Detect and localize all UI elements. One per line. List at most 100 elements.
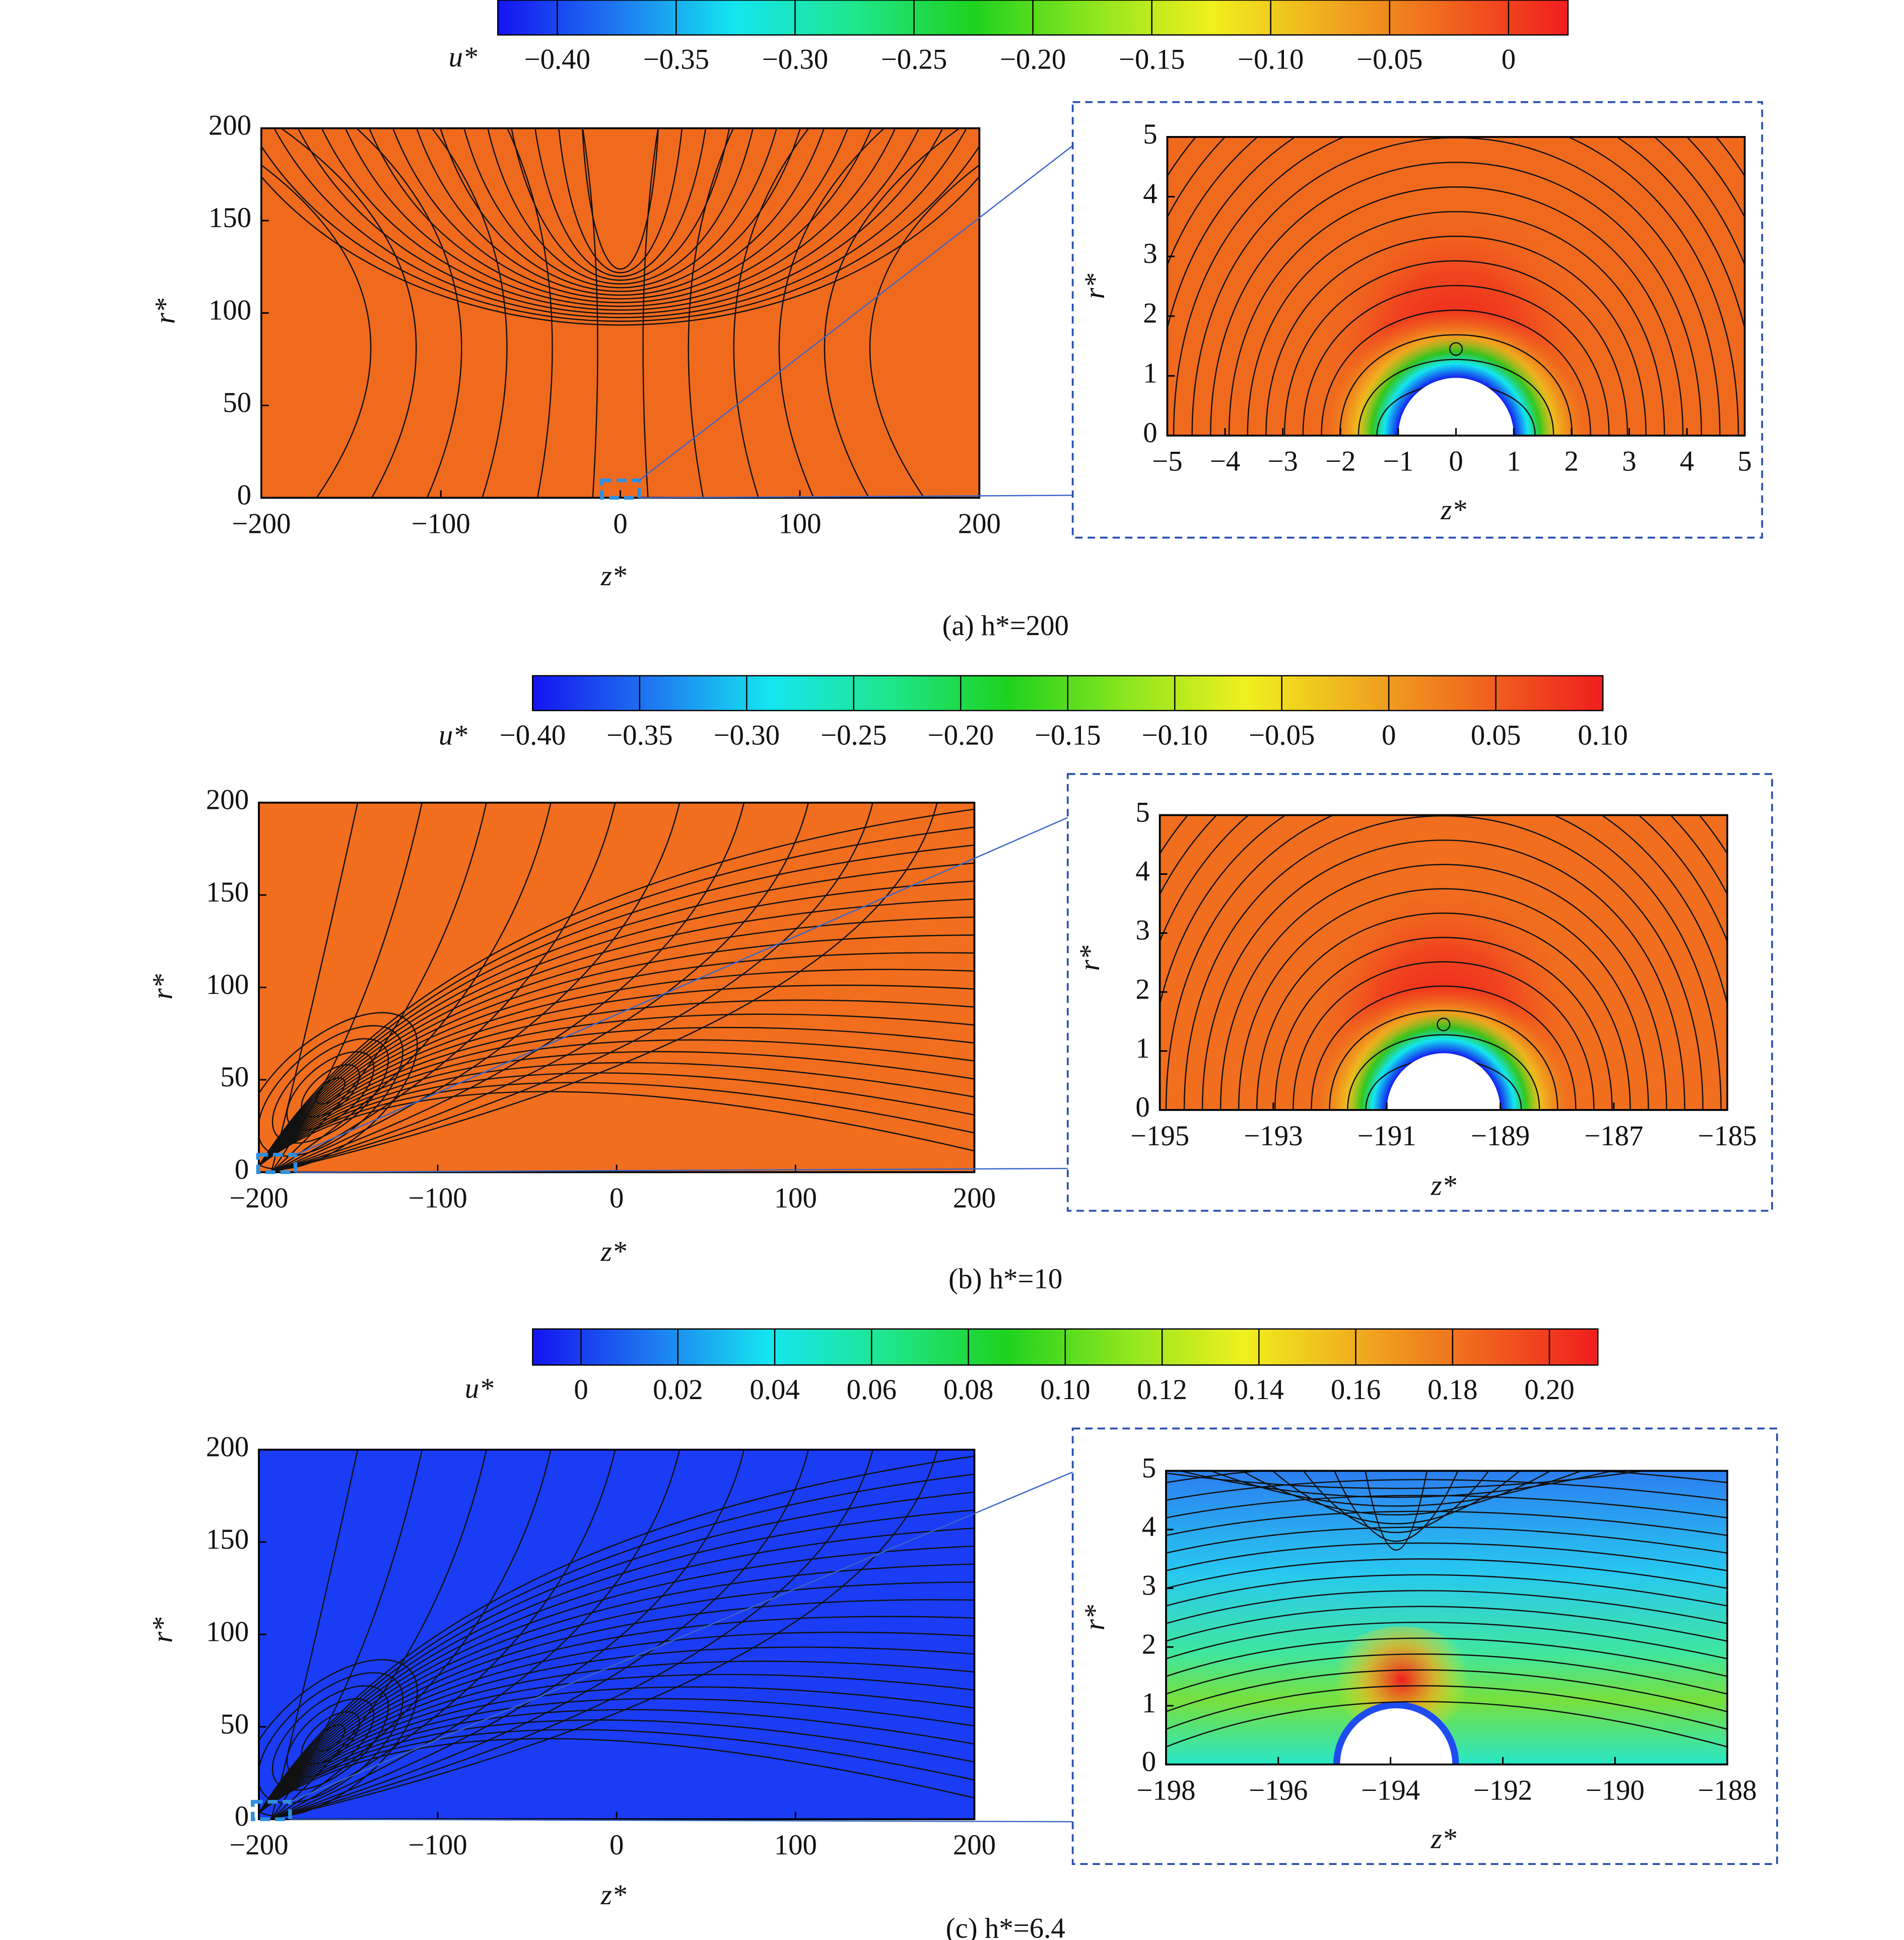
inset-streamline (1437, 1017, 1451, 1031)
colorbar-tick-label: −0.25 (821, 719, 887, 751)
streamline (271, 802, 616, 1172)
streamline (258, 1039, 975, 1166)
inset-streamline (1256, 913, 1631, 1110)
main-x-tick-label: 100 (778, 508, 821, 539)
main-x-tick-label: 200 (953, 1182, 996, 1214)
streamline (286, 1051, 375, 1131)
streamline (778, 128, 886, 498)
streamline (258, 1631, 975, 1814)
connector (295, 817, 1068, 1156)
streamline (270, 802, 423, 1172)
inset-y-tick-label: 4 (1135, 856, 1149, 887)
main-x-tick-label: 200 (958, 508, 1001, 539)
streamline (463, 128, 777, 289)
inset-streamline (1180, 1471, 1613, 1498)
colorbar-label: u* (439, 719, 467, 751)
streamline (368, 128, 872, 303)
inset-streamline (1166, 1685, 1728, 1730)
streamline (258, 808, 975, 1166)
colorbar-tick-label: 0.12 (1137, 1374, 1187, 1406)
y-axis-label: r* (147, 974, 179, 1000)
inset-streamline (1339, 334, 1573, 436)
inset-x-tick-label: −1 (1383, 446, 1413, 477)
inset-streamline (1238, 888, 1649, 1110)
colorbar-tick-label: −0.35 (643, 44, 709, 76)
inset-shade (1306, 280, 1606, 436)
main-x-tick-label: 0 (609, 1829, 624, 1861)
streamline (258, 1062, 975, 1167)
inset-x-tick-label: −5 (1152, 446, 1182, 477)
streamline (271, 1449, 873, 1820)
streamline (270, 1449, 423, 1820)
inset-streamline (1167, 136, 1745, 332)
inset-streamline (1283, 260, 1628, 436)
colorbar-tick-label: −0.10 (1142, 719, 1208, 751)
streamline (315, 1724, 346, 1752)
streamline (506, 128, 553, 498)
main-frame (258, 801, 976, 1173)
inset-streamline (1247, 211, 1665, 436)
main-x-tick-label: 200 (953, 1829, 996, 1861)
inset-y-axis-label: r* (1074, 945, 1106, 971)
inset-field (1167, 136, 1745, 436)
panel-caption: (a) h*=200 (942, 610, 1069, 642)
inset-x-tick-label: −188 (1698, 1774, 1757, 1806)
inset-y-tick-label: 0 (1135, 1091, 1149, 1123)
main-y-tick-label: 50 (223, 387, 251, 419)
inset-streamline (1274, 937, 1613, 1110)
streamline (688, 128, 734, 498)
inset-streamline (1311, 985, 1577, 1110)
inset-y-axis-label: r* (1079, 1605, 1111, 1630)
inset-y-tick-label: 0 (1142, 1746, 1156, 1778)
streamline (258, 1581, 975, 1814)
main-frame (260, 127, 981, 499)
streamline (258, 1051, 975, 1167)
streamline (487, 128, 754, 285)
inset-streamline (1449, 342, 1463, 356)
streamline (271, 1449, 809, 1820)
y-axis-label: r* (150, 298, 181, 324)
inset-x-tick-label: 3 (1622, 446, 1636, 477)
colorbar-tick-label: −0.05 (1249, 719, 1315, 751)
inset-y-tick-label: 4 (1142, 1511, 1156, 1543)
streamline (258, 934, 975, 1166)
streamline (271, 802, 745, 1172)
streamline (258, 1456, 975, 1814)
main-x-tick-label: 0 (613, 508, 627, 539)
streamline (301, 1711, 360, 1765)
inset-x-tick-label: −191 (1357, 1120, 1416, 1152)
streamline (297, 128, 943, 315)
inset-streamline (1166, 1510, 1728, 1536)
main-y-tick-label: 0 (235, 1154, 249, 1186)
streamline (258, 1738, 975, 1814)
inset-streamline (1347, 1034, 1540, 1110)
streamline (258, 1563, 975, 1814)
zoom-box (250, 1799, 292, 1821)
colorbar-label: u* (465, 1372, 494, 1404)
inset-x-tick-label: −189 (1471, 1120, 1530, 1152)
x-axis-label: z* (600, 1879, 627, 1911)
streamline (258, 1616, 975, 1814)
colorbar-tick-label: −0.15 (1035, 719, 1101, 751)
inset-x-tick-label: −194 (1361, 1774, 1420, 1806)
inset-x-tick-label: 2 (1565, 446, 1579, 477)
streamline (271, 1449, 938, 1820)
inset-x-axis-label: z* (1431, 1823, 1457, 1855)
cylinder (1398, 378, 1514, 436)
inset-streamline (1166, 1622, 1728, 1659)
x-axis-label: z* (600, 560, 627, 592)
inset-streamline (1166, 1558, 1728, 1589)
x-axis-label: z* (600, 1236, 627, 1268)
colorbar-tick-label: −0.35 (606, 719, 672, 751)
streamline (258, 1698, 975, 1814)
inset-field (1166, 1471, 1728, 1765)
inset-y-tick-label: 2 (1142, 1628, 1156, 1660)
inset-y-tick-label: 5 (1142, 1452, 1156, 1484)
connector (295, 1167, 1068, 1173)
inset-streamline (1228, 186, 1684, 436)
inset-frame (1166, 136, 1746, 437)
streamline (392, 128, 849, 300)
streamline (558, 128, 683, 273)
inset-streamline (1302, 285, 1610, 436)
inset-streamline (1265, 236, 1647, 436)
